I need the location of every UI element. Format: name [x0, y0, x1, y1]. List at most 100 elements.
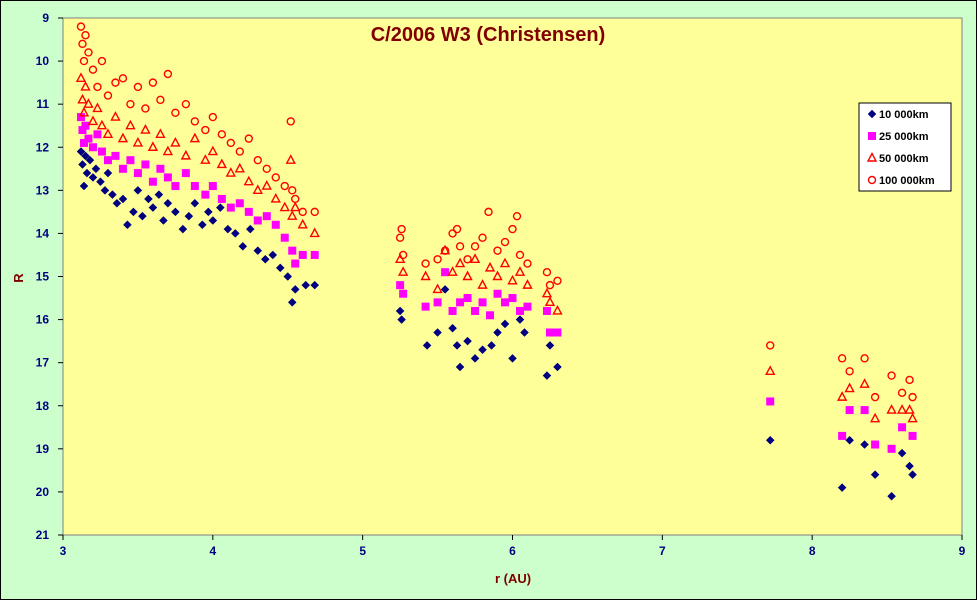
data-point	[132, 136, 144, 147]
legend-marker	[867, 175, 877, 185]
data-point	[215, 203, 225, 212]
data-point	[126, 99, 135, 109]
data-point	[463, 336, 472, 346]
data-point	[766, 397, 775, 406]
data-point	[544, 296, 556, 307]
data-point	[96, 177, 105, 187]
data-point	[93, 82, 102, 92]
data-point	[542, 267, 552, 277]
data-point	[244, 207, 253, 216]
data-point	[433, 328, 442, 337]
data-point	[291, 259, 300, 268]
data-point	[501, 298, 510, 307]
data-point	[244, 134, 253, 143]
data-point	[103, 168, 113, 178]
data-point	[77, 93, 88, 104]
data-point	[836, 391, 848, 401]
data-point	[514, 266, 526, 276]
y-tick-label: 17	[36, 356, 50, 370]
data-point	[541, 287, 553, 298]
data-point	[860, 406, 869, 415]
data-point	[87, 115, 99, 126]
data-point	[170, 136, 181, 147]
data-point	[484, 207, 493, 217]
data-point	[908, 392, 917, 402]
data-point	[141, 160, 150, 169]
data-point	[245, 224, 255, 234]
data-point	[905, 375, 914, 385]
data-point	[88, 65, 98, 74]
data-point	[897, 388, 907, 398]
data-point	[869, 412, 881, 423]
data-point	[154, 190, 164, 199]
data-point	[103, 91, 113, 100]
data-point	[545, 328, 554, 337]
data-point	[197, 220, 207, 230]
data-point	[78, 160, 87, 169]
data-point	[261, 180, 272, 190]
data-point	[523, 259, 532, 268]
data-point	[75, 72, 87, 83]
data-point	[470, 242, 480, 251]
data-point	[79, 56, 89, 66]
data-point	[112, 198, 122, 208]
data-point	[91, 164, 101, 174]
data-point	[110, 111, 121, 121]
data-point	[171, 207, 180, 217]
series-3	[76, 22, 917, 402]
legend-box	[858, 102, 952, 192]
data-point	[897, 448, 907, 458]
data-point	[441, 268, 450, 277]
data-point	[290, 285, 300, 294]
data-point	[422, 341, 432, 350]
data-point	[118, 74, 128, 83]
data-point	[140, 124, 151, 134]
data-point	[887, 371, 896, 380]
data-point	[280, 233, 289, 242]
data-point	[93, 130, 102, 139]
data-point	[141, 104, 150, 113]
data-point	[452, 224, 462, 234]
x-tick-label: 3	[60, 544, 67, 558]
legend-marker	[866, 152, 878, 162]
y-tick-label: 19	[36, 442, 50, 456]
legend-label: 10 000km	[879, 109, 929, 121]
data-point	[288, 246, 297, 255]
data-point	[463, 294, 472, 303]
data-point	[905, 461, 914, 471]
data-point	[84, 134, 93, 143]
data-point	[268, 250, 278, 260]
data-point	[138, 211, 147, 221]
data-point	[478, 298, 487, 307]
data-point	[97, 147, 106, 156]
data-point	[201, 190, 210, 199]
y-tick-label: 15	[36, 270, 50, 284]
data-point	[845, 435, 854, 445]
data-point	[456, 298, 465, 307]
data-point	[887, 444, 896, 453]
data-point	[216, 158, 227, 169]
data-point	[765, 365, 776, 375]
data-point	[838, 431, 847, 440]
data-point	[455, 242, 465, 251]
data-point	[285, 154, 296, 164]
data-point	[100, 185, 110, 195]
data-point	[78, 39, 87, 49]
data-point	[298, 250, 307, 259]
data-point	[286, 117, 295, 126]
data-point	[448, 323, 457, 333]
data-point	[88, 143, 97, 152]
data-point	[159, 216, 168, 225]
data-point	[493, 246, 502, 255]
data-point	[433, 298, 442, 307]
data-point	[208, 182, 217, 191]
data-point	[310, 250, 319, 259]
data-point	[397, 224, 406, 234]
data-point	[217, 130, 227, 139]
data-point	[447, 266, 458, 276]
data-point	[478, 345, 487, 355]
data-point	[508, 294, 517, 303]
data-point	[148, 78, 158, 87]
